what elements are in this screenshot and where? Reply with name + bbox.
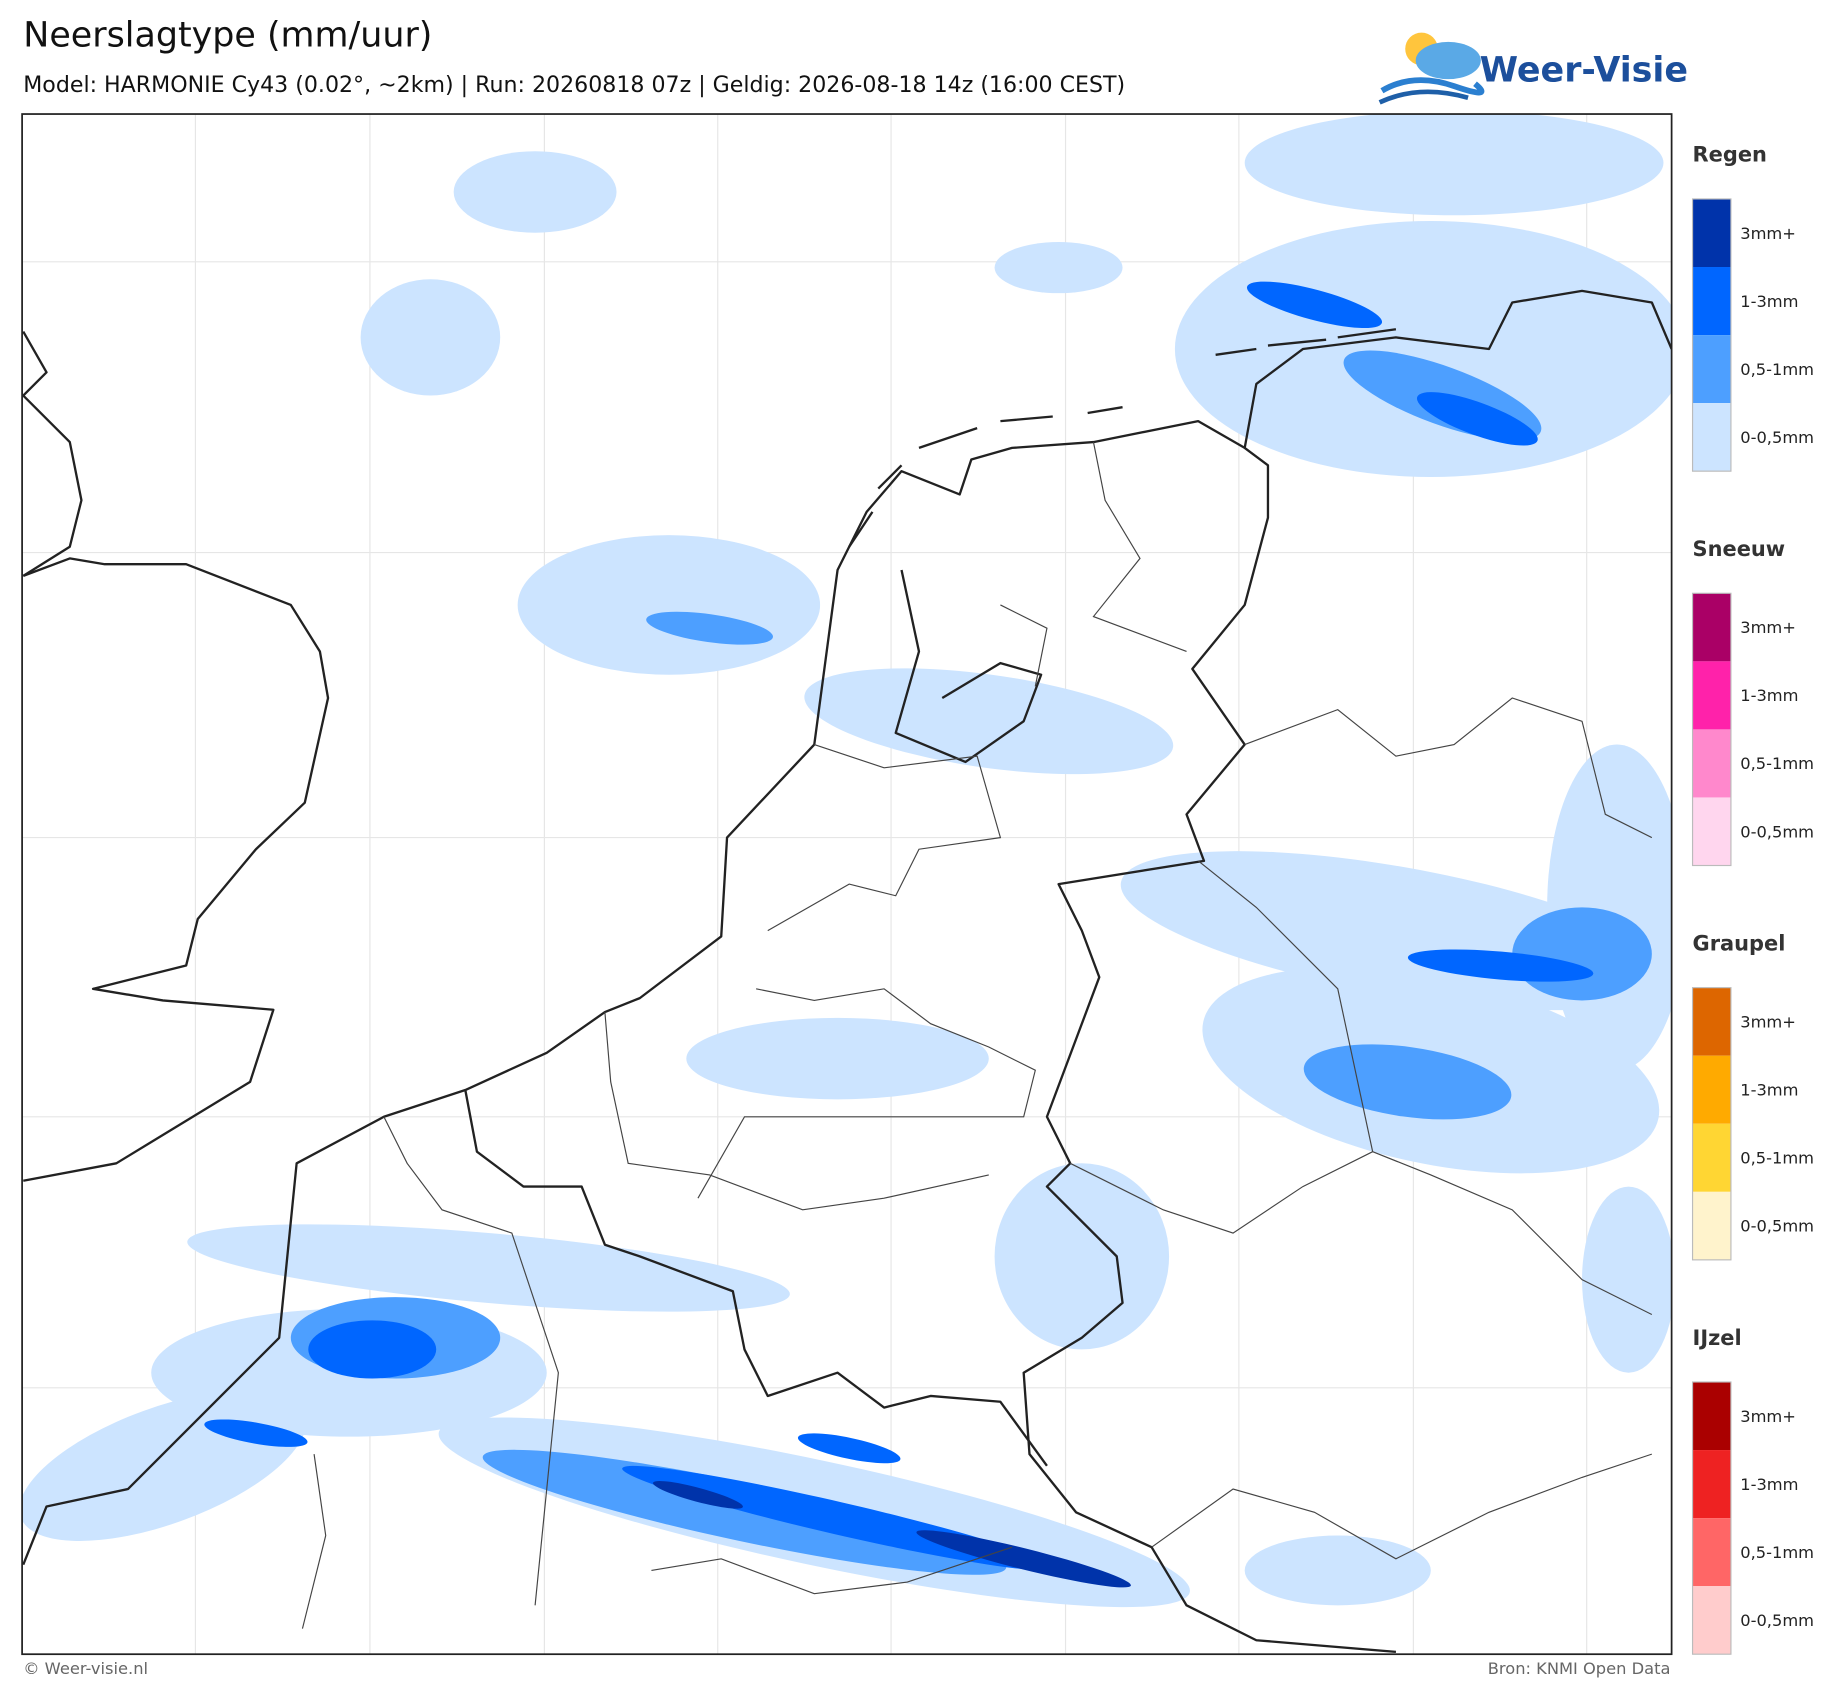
legend-swatch — [1692, 1586, 1731, 1655]
legend-label: 1-3mm — [1740, 292, 1798, 311]
legend-label: 0,5-1mm — [1740, 754, 1814, 773]
legend-title: IJzel — [1693, 1326, 1742, 1350]
title: Neerslagtype (mm/uur) — [23, 16, 432, 56]
legend-swatch — [1692, 1382, 1731, 1451]
legend-title: Regen — [1693, 143, 1767, 167]
coastlines — [22, 289, 1672, 1654]
footer-credit: © Weer-visie.nl — [23, 1659, 148, 1678]
legend-swatch — [1692, 1123, 1731, 1192]
legend-swatch — [1692, 1191, 1731, 1260]
legend-frame — [1691, 592, 1732, 867]
legend-label: 3mm+ — [1740, 224, 1796, 243]
logo-text: Weer-Visie — [1480, 50, 1688, 90]
legend-label: 3mm+ — [1740, 1012, 1796, 1031]
legend-label: 0,5-1mm — [1740, 360, 1814, 379]
legend-swatch — [1692, 661, 1731, 730]
legend-title: Sneeuw — [1693, 537, 1786, 561]
logo: Weer-Visie — [1378, 32, 1688, 105]
legend-swatch — [1692, 403, 1731, 472]
subtitle: Model: HARMONIE Cy43 (0.02°, ~2km) | Run… — [23, 72, 1125, 98]
legend-label: 3mm+ — [1740, 1407, 1796, 1426]
legend-label: 0-0,5mm — [1740, 1611, 1814, 1630]
map — [22, 114, 1672, 1655]
legend-swatch — [1692, 335, 1731, 404]
legend-label: 1-3mm — [1740, 1475, 1798, 1494]
map-frame — [21, 113, 1673, 1656]
legend-swatch — [1692, 797, 1731, 866]
legend: Regen 3mm+ 1-3mm 0,5-1mm 0-0,5mm Sneeuw 3mm+ 1-… — [1691, 143, 1814, 1655]
legend-label: 0,5-1mm — [1740, 1149, 1814, 1168]
legend-swatch — [1692, 593, 1731, 662]
precipitation-very-heavy — [652, 1481, 1131, 1588]
legend-swatch — [1692, 987, 1731, 1056]
legend-label: 0-0,5mm — [1740, 428, 1814, 447]
graticule — [22, 114, 1672, 1655]
legend-swatch — [1692, 1055, 1731, 1124]
legend-label: 0,5-1mm — [1740, 1543, 1814, 1562]
legend-frame — [1691, 198, 1732, 472]
precipitation-light — [22, 114, 1672, 1608]
legend-label: 0-0,5mm — [1740, 1217, 1814, 1236]
legend-swatch — [1692, 1450, 1731, 1519]
legend-label: 1-3mm — [1740, 686, 1798, 705]
legend-swatch — [1692, 267, 1731, 336]
legend-swatch — [1692, 729, 1731, 798]
legend-label: 3mm+ — [1740, 618, 1796, 637]
legend-frame — [1691, 1381, 1732, 1655]
legend-swatch — [1692, 1518, 1731, 1587]
legend-title: Graupel — [1693, 931, 1786, 955]
regional-borders — [301, 441, 1653, 1629]
legend-frame — [1691, 987, 1732, 1261]
legend-label: 1-3mm — [1740, 1081, 1798, 1100]
legend-label: 0-0,5mm — [1740, 822, 1814, 841]
footer-source: Bron: KNMI Open Data — [1488, 1659, 1671, 1678]
legend-swatch — [1692, 198, 1731, 268]
